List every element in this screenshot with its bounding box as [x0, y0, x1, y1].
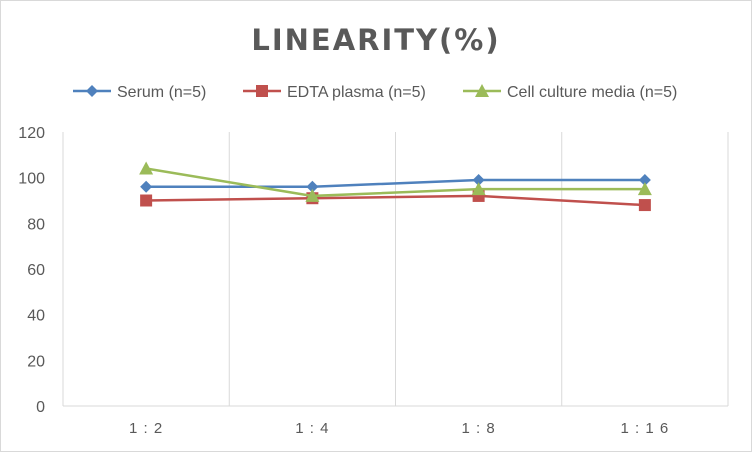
- data-point: [638, 199, 651, 212]
- data-point: [638, 173, 651, 186]
- chart-title: LINEARITY(%): [251, 23, 500, 57]
- series-3: [139, 161, 652, 202]
- y-tick-label: 100: [18, 171, 45, 188]
- legend-marker: [475, 84, 489, 97]
- legend-label: EDTA plasma (n=5): [287, 84, 426, 101]
- legend: Serum (n=5) EDTA plasma (n=5) Cell culture…: [73, 84, 677, 101]
- legend-marker: [86, 85, 98, 97]
- y-tick-label: 120: [18, 125, 45, 142]
- series-layer: [139, 161, 652, 212]
- legend-item: EDTA plasma (n=5): [243, 84, 426, 101]
- y-tick-label: 0: [36, 399, 45, 416]
- data-point: [140, 180, 153, 193]
- legend-label: Serum (n=5): [117, 84, 206, 101]
- data-point: [472, 173, 485, 186]
- data-point: [305, 188, 320, 202]
- x-tick-label: 1 : 8: [462, 420, 496, 437]
- y-tick-label: 20: [27, 353, 45, 370]
- y-tick-label: 40: [27, 308, 45, 325]
- x-tick-label: 1 : 4: [295, 420, 329, 437]
- x-tick-label: 1 : 1 6: [621, 420, 670, 437]
- data-point: [139, 161, 154, 175]
- legend-item: Cell culture media (n=5): [463, 84, 677, 101]
- data-point: [471, 182, 486, 196]
- y-tick-label: 80: [27, 216, 45, 233]
- series-1: [140, 173, 651, 193]
- series-line: [145, 167, 645, 198]
- data-point: [306, 180, 319, 193]
- data-point: [637, 182, 652, 196]
- legend-label: Cell culture media (n=5): [507, 84, 677, 101]
- gridlines: [228, 132, 729, 406]
- x-tick-label: 1 : 2: [129, 420, 163, 437]
- x-axis: 1 : 2 1 : 4 1 : 8 1 : 1 6: [63, 405, 728, 437]
- y-tick-label: 60: [27, 262, 45, 279]
- series-line: [146, 178, 645, 189]
- legend-marker: [256, 85, 268, 97]
- y-axis: 0 20 40 60 80 100 120: [18, 125, 64, 416]
- legend-item: Serum (n=5): [73, 84, 206, 101]
- series-line: [146, 194, 645, 207]
- data-point: [140, 194, 153, 207]
